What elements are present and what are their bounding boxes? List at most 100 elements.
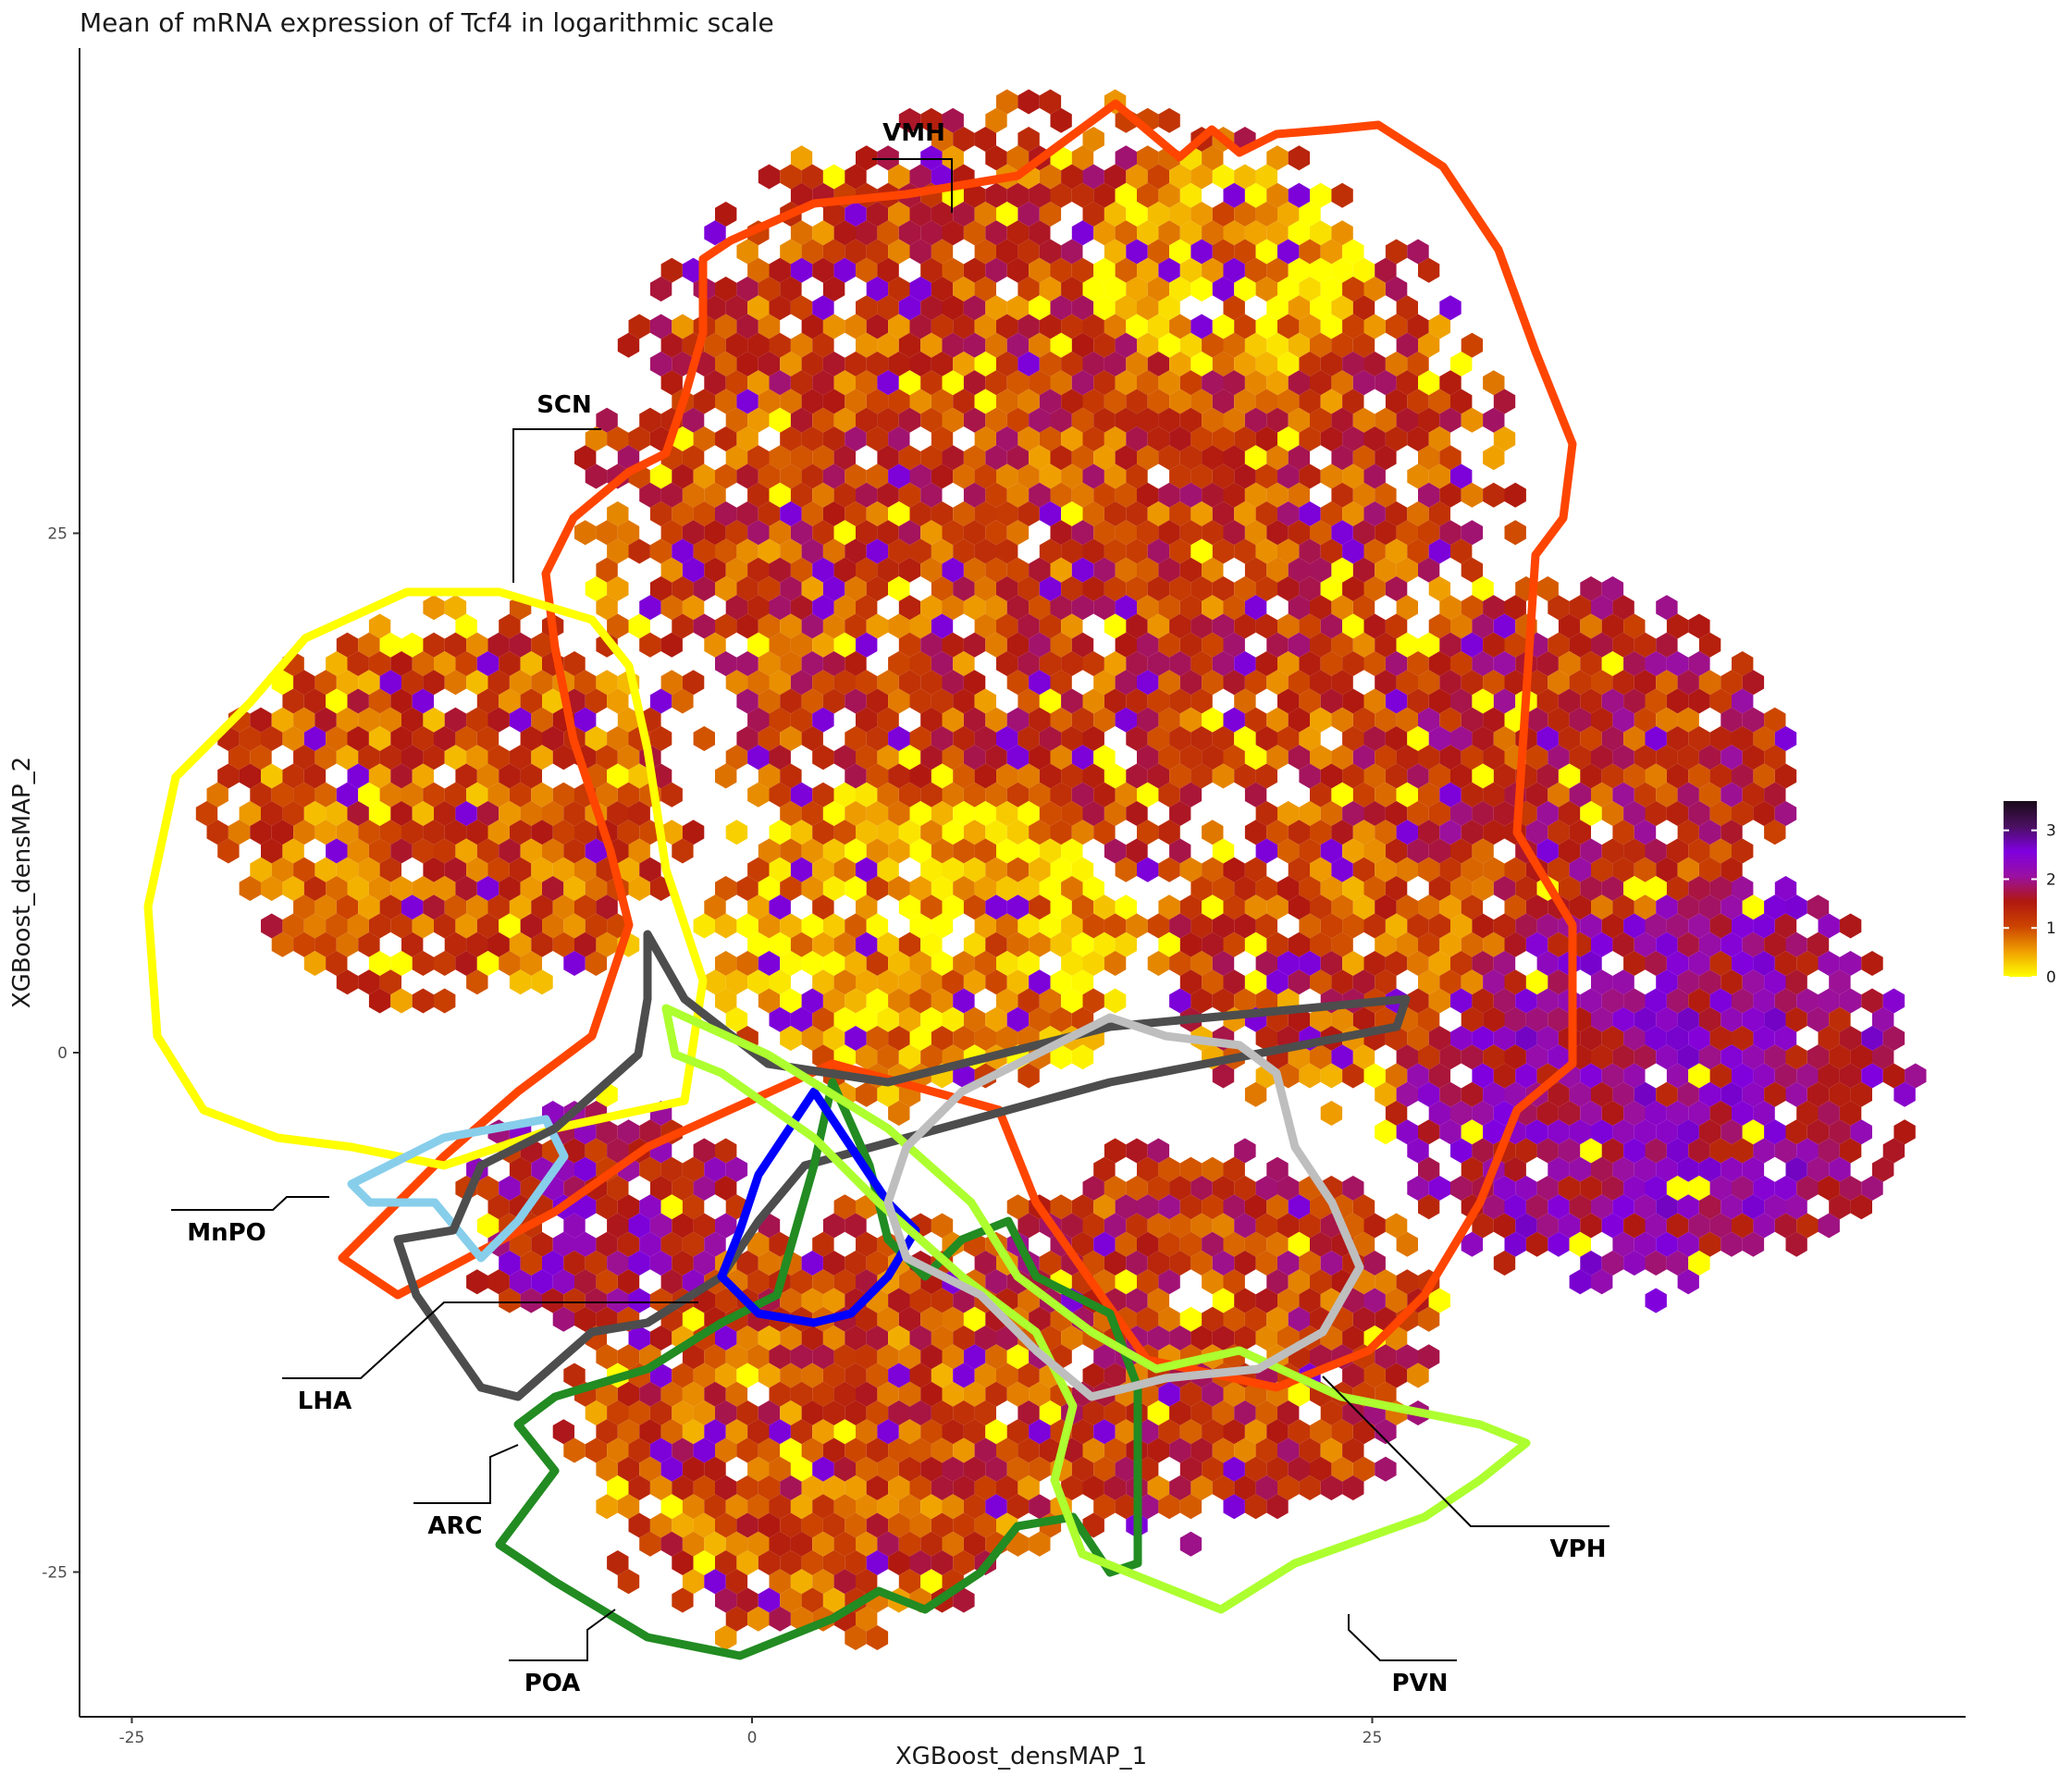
hex-cell — [963, 820, 986, 845]
hex-cell — [1483, 745, 1505, 771]
hex-cell — [563, 1138, 586, 1164]
hex-cell — [1688, 876, 1710, 901]
hex-cell — [1234, 763, 1256, 789]
hex-cell — [455, 838, 477, 864]
hex-cell — [1288, 894, 1310, 920]
hex-cell — [1115, 670, 1137, 696]
hex-cell — [1882, 988, 1906, 1014]
hex-cell — [920, 1569, 943, 1595]
hex-cell — [1666, 913, 1689, 939]
hex-cell — [1255, 613, 1277, 639]
hex-cell — [1039, 763, 1062, 789]
hex-cell — [1450, 613, 1473, 639]
hex-cell — [434, 913, 456, 939]
hex-cell — [812, 1531, 834, 1557]
hex-cell — [434, 988, 456, 1014]
hex-cell — [1190, 538, 1213, 564]
hex-cell — [1428, 951, 1450, 976]
hex-cell — [790, 295, 813, 321]
hex-cell — [1104, 801, 1127, 826]
hex-cell — [1212, 1400, 1235, 1425]
hex-cell — [607, 501, 629, 526]
hex-cell — [1418, 332, 1440, 358]
hex-cell — [1320, 463, 1343, 489]
hex-cell — [931, 1512, 954, 1538]
hex-cell — [574, 707, 597, 733]
hex-cell — [1050, 857, 1072, 882]
hex-cell — [1591, 707, 1613, 733]
hex-cell — [1428, 1063, 1450, 1089]
hex-cell — [1450, 352, 1473, 376]
hex-cell — [942, 295, 964, 321]
hex-cell — [801, 1251, 823, 1276]
hex-cell — [1439, 445, 1462, 471]
hex-cell — [780, 1363, 802, 1388]
hex-cell — [801, 801, 823, 826]
hex-cell — [444, 707, 467, 733]
hex-cell — [1071, 707, 1094, 733]
hex-cell — [833, 1194, 856, 1220]
hex-cell — [628, 1512, 650, 1538]
hex-cell — [672, 1251, 694, 1276]
hex-cell — [476, 801, 500, 826]
hex-cell — [1634, 1194, 1657, 1220]
hex-cell — [1450, 913, 1473, 939]
hex-cell — [1493, 426, 1516, 451]
hex-cell — [1375, 257, 1397, 283]
hex-cell — [1656, 894, 1678, 920]
hex-cell — [704, 520, 726, 546]
hex-cell — [1418, 894, 1440, 920]
hex-cell — [1266, 707, 1289, 733]
hex-cell — [1104, 1213, 1127, 1239]
hex-cell — [747, 1456, 770, 1482]
hex-cell — [845, 913, 867, 939]
hex-cell — [1158, 745, 1180, 771]
hex-cell — [1504, 520, 1526, 546]
hex-cell — [1169, 1400, 1191, 1425]
hex-cell — [931, 277, 954, 302]
hex-cell — [1558, 1213, 1581, 1239]
hex-cell — [1212, 239, 1235, 265]
hex-cell — [1666, 651, 1689, 676]
hex-cell — [898, 894, 921, 920]
hex-cell — [1591, 1156, 1613, 1182]
hex-cell — [704, 1569, 726, 1595]
hex-cell — [1709, 1138, 1732, 1164]
hex-cell — [845, 801, 867, 826]
hex-cell — [1029, 557, 1051, 583]
hex-cell — [1536, 801, 1559, 826]
hex-cell — [790, 182, 813, 208]
hex-cell — [1742, 782, 1765, 808]
hex-cell — [1137, 1194, 1159, 1220]
hex-cell — [1732, 838, 1754, 864]
hex-cell — [1255, 1176, 1277, 1201]
hex-cell — [1342, 838, 1364, 864]
hex-cell — [1093, 1194, 1116, 1220]
hex-cell — [1006, 295, 1030, 321]
hex-cell — [1126, 613, 1148, 639]
hex-cell — [1732, 726, 1754, 751]
hex-cell — [715, 388, 737, 414]
hex-cell — [1039, 988, 1062, 1014]
hex-cell — [1753, 951, 1775, 976]
hex-cell — [996, 538, 1018, 564]
hex-cell — [1029, 407, 1051, 433]
hex-cell — [822, 1550, 845, 1575]
hex-cell — [1158, 557, 1180, 583]
hex-cell — [1288, 145, 1310, 171]
hex-cell — [1310, 632, 1332, 658]
hex-cell — [628, 426, 650, 451]
hex-cell — [725, 295, 748, 321]
hex-cell — [552, 820, 574, 845]
hex-cell — [649, 314, 672, 339]
hex-cell — [1082, 1251, 1104, 1276]
hex-cell — [1244, 1494, 1267, 1520]
hex-cell — [780, 1437, 802, 1463]
hex-cell — [1396, 407, 1418, 433]
hex-cell — [660, 1381, 683, 1407]
hex-cell — [974, 538, 996, 564]
hex-cell — [476, 951, 500, 976]
hex-cell — [434, 951, 456, 976]
hex-cell — [607, 538, 629, 564]
hex-cell — [1320, 239, 1343, 265]
